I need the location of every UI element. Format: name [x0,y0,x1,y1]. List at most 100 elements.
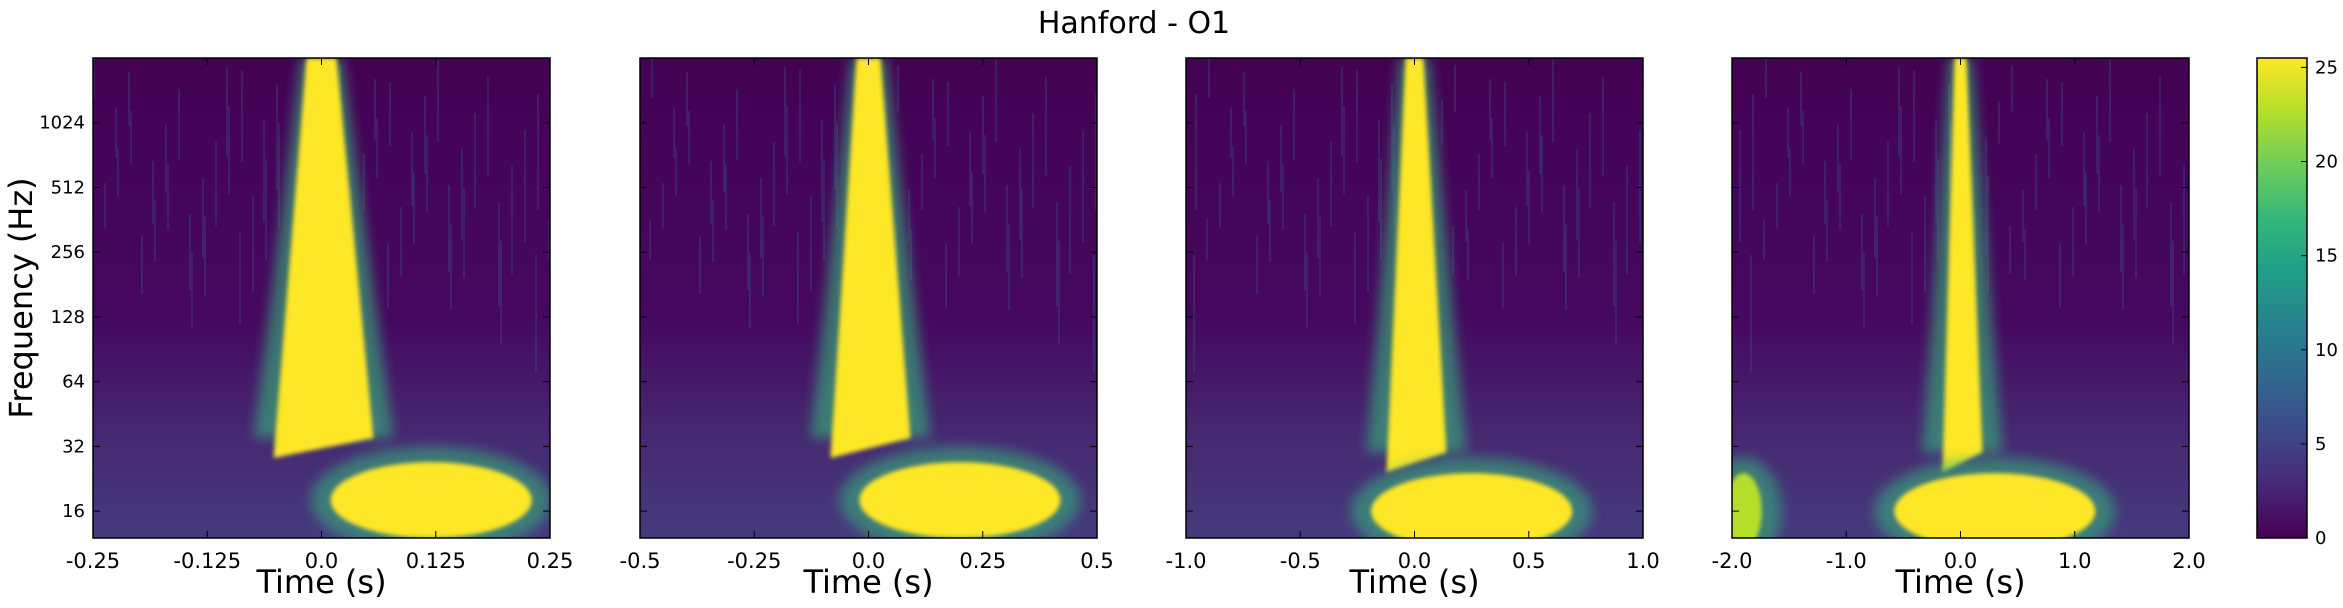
noise-streak [1887,142,1889,226]
noise-streak [215,142,217,226]
noise-streak [1998,101,2000,144]
x-tick-label: 0.125 [406,549,466,573]
noise-streak [934,118,936,178]
noise-streak [400,207,402,276]
power-blob [1894,473,2096,538]
noise-streak [1006,185,1008,272]
noise-streak [723,125,725,192]
noise-streak [971,171,973,244]
noise-streak [1467,229,1469,280]
x-tick-label: 0.0 [305,549,338,573]
noise-streak [1837,125,1839,192]
noise-streak [1304,214,1306,290]
noise-streak [1502,243,1504,308]
y-tick-label: 64 [62,372,85,393]
noise-streak [511,166,513,274]
noise-streak [921,154,923,210]
noise-streak [498,202,500,306]
noise-streak [2061,82,2063,146]
noise-streak [662,183,664,228]
noise-streak [675,147,677,196]
heatmap-area [93,58,550,538]
noise-streak [969,132,971,206]
noise-streak [910,229,912,280]
noise-streak [241,70,243,162]
noise-streak [2122,224,2124,310]
noise-streak [141,236,143,294]
noise-streak [1602,77,1604,176]
y-tick-label: 512 [51,177,85,198]
noise-streak [1515,207,1517,276]
noise-streak [548,219,550,260]
x-tick-label: 0.0 [1398,549,1431,573]
noise-streak [749,253,751,328]
noise-streak [1045,77,1047,176]
noise-streak [1489,79,1491,140]
x-tick-label: -0.25 [66,549,120,573]
noise-streak [1987,176,1989,294]
x-tick-label: -0.125 [173,549,241,573]
noise-streak [1839,164,1841,230]
noise-streak [1639,130,1641,242]
noise-streak [1752,94,1754,210]
noise-streak [1552,60,1554,142]
noise-streak [115,108,117,158]
noise-streak [2048,118,2050,178]
noise-streak [2096,96,2098,174]
x-tick-label: -0.25 [727,549,781,573]
noise-streak [104,183,106,228]
noise-streak [1565,224,1567,310]
noise-streak [500,241,502,344]
x-tick-label: -2.0 [1712,549,1753,573]
noise-streak [2085,171,2087,244]
noise-streak [821,120,823,222]
noise-streak [1465,190,1467,242]
noise-streak [204,217,206,296]
noise-streak [228,106,230,194]
noise-streak [117,147,119,196]
noise-streak [1454,65,1456,112]
noise-streak [2022,190,2024,242]
noise-streak [1800,72,1802,126]
noise-streak [1343,106,1345,194]
noise-streak [1380,159,1382,260]
noise-streak [958,207,960,276]
noise-streak [1306,253,1308,328]
noise-streak [424,96,426,174]
noise-streak [487,77,489,176]
noise-streak [1802,111,1804,164]
noise-streak [651,58,653,98]
noise-streak [2098,135,2100,212]
y-tick-label: 1024 [39,113,85,134]
noise-streak [1563,185,1565,272]
noise-streak [1230,108,1232,158]
noise-streak [1019,149,1021,240]
noise-streak [1282,164,1284,230]
x-tick-label: 0.25 [527,549,574,573]
noise-streak [799,70,801,162]
noise-streak [1245,111,1247,164]
noise-streak [673,108,675,158]
noise-streak [908,190,910,242]
noise-streak [524,130,526,242]
noise-streak [2109,60,2111,142]
x-tick-label: 1.0 [1626,549,1659,573]
noise-streak [2011,65,2013,112]
noise-streak [1763,219,1765,260]
noise-streak [1441,101,1443,144]
noise-streak [947,82,949,146]
noise-streak [773,142,775,226]
noise-streak [1021,188,1023,278]
noise-streak [747,214,749,290]
noise-streak [712,200,714,262]
noise-streak [1391,84,1393,190]
noise-streak [2035,154,2037,210]
y-axis-label: Frequency (Hz) [2,177,40,418]
noise-streak [191,253,193,328]
noise-streak [450,224,452,310]
noise-streak [2133,149,2135,240]
noise-streak [376,118,378,178]
noise-streak [387,243,389,308]
noise-streak [463,188,465,278]
noise-streak [93,58,95,98]
